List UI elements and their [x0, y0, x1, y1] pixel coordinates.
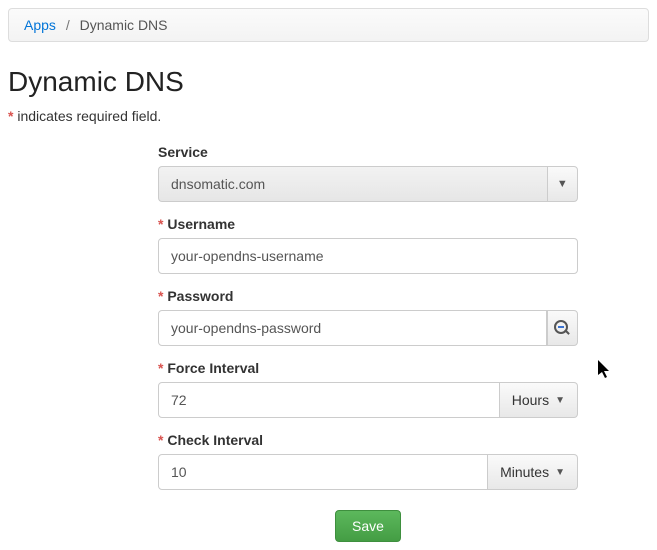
password-label-text: Password: [167, 288, 233, 304]
username-group: * Username: [158, 216, 578, 274]
breadcrumb-link-apps[interactable]: Apps: [24, 17, 56, 33]
force-interval-label-text: Force Interval: [167, 360, 259, 376]
magnifier-minus-icon: [554, 320, 570, 336]
check-interval-input[interactable]: [158, 454, 488, 490]
username-input[interactable]: [158, 238, 578, 274]
asterisk-icon: *: [158, 360, 163, 376]
service-label: Service: [158, 144, 578, 160]
asterisk-icon: *: [158, 432, 163, 448]
force-interval-unit-text: Hours: [512, 392, 549, 408]
check-interval-unit-text: Minutes: [500, 464, 549, 480]
force-interval-unit-button[interactable]: Hours ▼: [500, 382, 578, 418]
required-note-text: indicates required field.: [17, 108, 161, 124]
service-select[interactable]: dnsomatic.com: [158, 166, 547, 202]
save-button[interactable]: Save: [335, 510, 401, 542]
password-label: * Password: [158, 288, 578, 304]
force-interval-group: * Force Interval Hours ▼: [158, 360, 578, 418]
form: Service dnsomatic.com ▼ * Username * Pas…: [158, 144, 578, 542]
password-input[interactable]: [158, 310, 547, 346]
mouse-cursor-icon: [598, 360, 614, 380]
check-interval-group: * Check Interval Minutes ▼: [158, 432, 578, 490]
service-group: Service dnsomatic.com ▼: [158, 144, 578, 202]
breadcrumb-current: Dynamic DNS: [80, 17, 168, 33]
asterisk-icon: *: [8, 108, 13, 124]
service-dropdown-button[interactable]: ▼: [547, 166, 578, 202]
check-interval-label: * Check Interval: [158, 432, 578, 448]
chevron-down-icon: ▼: [555, 395, 565, 406]
chevron-down-icon: ▼: [557, 178, 568, 190]
required-field-note: * indicates required field.: [8, 108, 657, 124]
service-select-value: dnsomatic.com: [171, 176, 265, 192]
force-interval-input[interactable]: [158, 382, 500, 418]
chevron-down-icon: ▼: [555, 467, 565, 478]
password-group: * Password: [158, 288, 578, 346]
check-interval-unit-button[interactable]: Minutes ▼: [488, 454, 578, 490]
button-row: Save: [158, 510, 578, 542]
password-reveal-button[interactable]: [547, 310, 578, 346]
force-interval-label: * Force Interval: [158, 360, 578, 376]
username-label-text: Username: [167, 216, 235, 232]
asterisk-icon: *: [158, 216, 163, 232]
page-title: Dynamic DNS: [8, 66, 657, 98]
check-interval-label-text: Check Interval: [167, 432, 263, 448]
breadcrumb-separator: /: [60, 17, 76, 33]
username-label: * Username: [158, 216, 578, 232]
breadcrumb: Apps / Dynamic DNS: [8, 8, 649, 42]
asterisk-icon: *: [158, 288, 163, 304]
